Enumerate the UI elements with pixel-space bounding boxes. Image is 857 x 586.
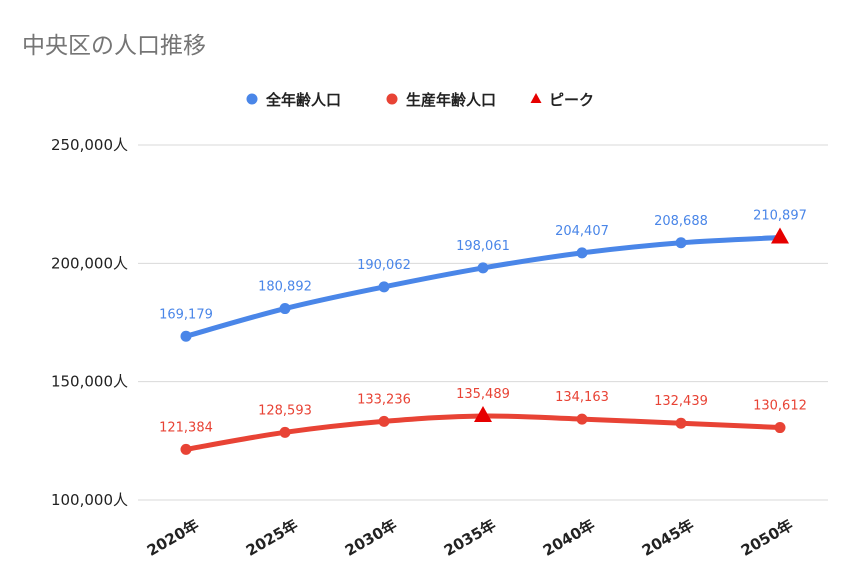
x-tick-label: 2020年 [144,516,202,560]
data-label: 133,236 [357,392,411,407]
data-point [576,247,588,259]
y-tick-label: 100,000人 [51,491,128,509]
data-label: 134,163 [555,390,609,405]
y-tick-label: 250,000人 [51,136,128,154]
legend: 全年齢人口 生産年齢人口 ピーク [246,91,594,109]
peak-marker-triangle-icon [771,227,789,244]
data-labels: 169,179 180,892 190,062 198,061 204,407 208,6… [159,209,807,436]
data-label: 121,384 [159,420,213,435]
data-point [477,262,489,274]
series-points [180,227,789,455]
x-tick-label: 2030年 [342,516,400,560]
x-axis-ticks: 2020年 2025年 2030年 2035年 2040年 2045年 2050年 [144,516,796,560]
data-point [279,426,291,438]
y-axis-ticks: 100,000人 150,000人 200,000人 250,000人 [51,136,128,509]
data-point [180,330,192,342]
x-tick-label: 2040年 [540,516,598,560]
data-label: 169,179 [159,307,213,322]
data-label: 130,612 [753,399,807,414]
y-tick-label: 150,000人 [51,373,128,391]
data-label: 180,892 [258,280,312,295]
data-point [576,413,588,425]
data-label: 132,439 [654,394,708,409]
legend-label-series-0: 全年齢人口 [265,91,341,109]
data-label: 208,688 [654,214,708,229]
legend-label-series-1: 生産年齢人口 [406,91,496,109]
data-point [675,237,687,249]
peak-marker-triangle-icon [474,406,492,423]
data-point [279,303,291,315]
legend-marker-series-1-icon [386,93,398,105]
legend-peak-triangle-icon [530,93,542,103]
legend-label-peak: ピーク [549,91,594,109]
data-point [675,417,687,429]
y-tick-label: 200,000人 [51,254,128,272]
x-tick-label: 2045年 [639,516,697,560]
legend-marker-series-0-icon [246,93,258,105]
x-tick-label: 2025年 [243,516,301,560]
chart-title: 中央区の人口推移 [22,33,206,59]
data-label: 190,062 [357,258,411,273]
x-tick-label: 2035年 [441,516,499,560]
data-label: 135,489 [456,387,510,402]
x-tick-label: 2050年 [738,516,796,560]
data-label: 128,593 [258,403,312,418]
data-point [180,443,192,455]
data-point [774,422,786,434]
data-point [378,281,390,293]
data-label: 198,061 [456,239,510,254]
data-label: 210,897 [753,209,807,224]
data-label: 204,407 [555,224,609,239]
data-point [378,415,390,427]
